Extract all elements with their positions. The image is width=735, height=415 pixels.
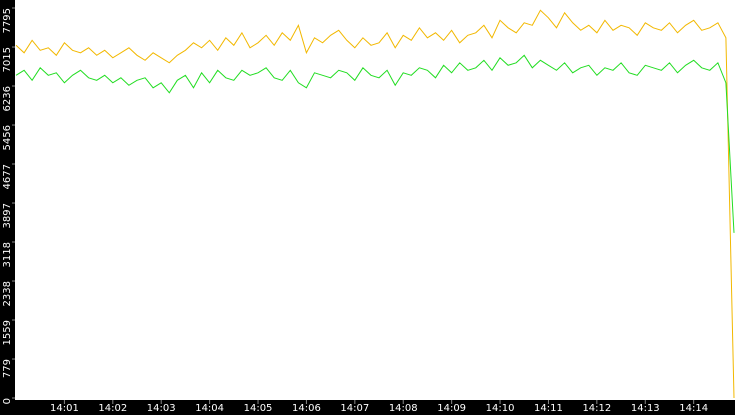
y-tick-label: 6236 [2,86,13,111]
y-tick-label: 3118 [2,242,13,267]
x-tick-label: 14:05 [244,403,273,414]
x-tick-label: 14:14 [679,403,708,414]
y-tick-label: 5456 [2,125,13,150]
x-tick-label: 14:03 [147,403,176,414]
x-tick-label: 14:08 [389,403,418,414]
x-tick-label: 14:02 [98,403,127,414]
y-tick-label: 4677 [2,164,13,189]
x-tick-label: 14:04 [195,403,224,414]
y-tick-label: 7795 [2,8,13,33]
x-tick-label: 14:06 [292,403,321,414]
x-tick-label: 14:09 [437,403,466,414]
y-tick-label: 7015 [2,47,13,72]
series-line [15,54,735,233]
x-tick-label: 14:13 [631,403,660,414]
x-tick-label: 14:11 [534,403,563,414]
y-tick-label: 2338 [2,281,13,306]
y-axis-band [0,0,15,415]
y-tick-label: 3897 [2,203,13,228]
x-axis-band [0,400,735,415]
y-tick-label: 0 [2,398,13,404]
x-tick-label: 14:07 [340,403,369,414]
y-tick-label: 779 [2,359,13,378]
x-tick-label: 14:01 [50,403,79,414]
y-tick-label: 1559 [2,320,13,345]
x-tick-label: 14:12 [582,403,611,414]
x-tick-label: 14:10 [486,403,515,414]
series-line [15,9,735,399]
